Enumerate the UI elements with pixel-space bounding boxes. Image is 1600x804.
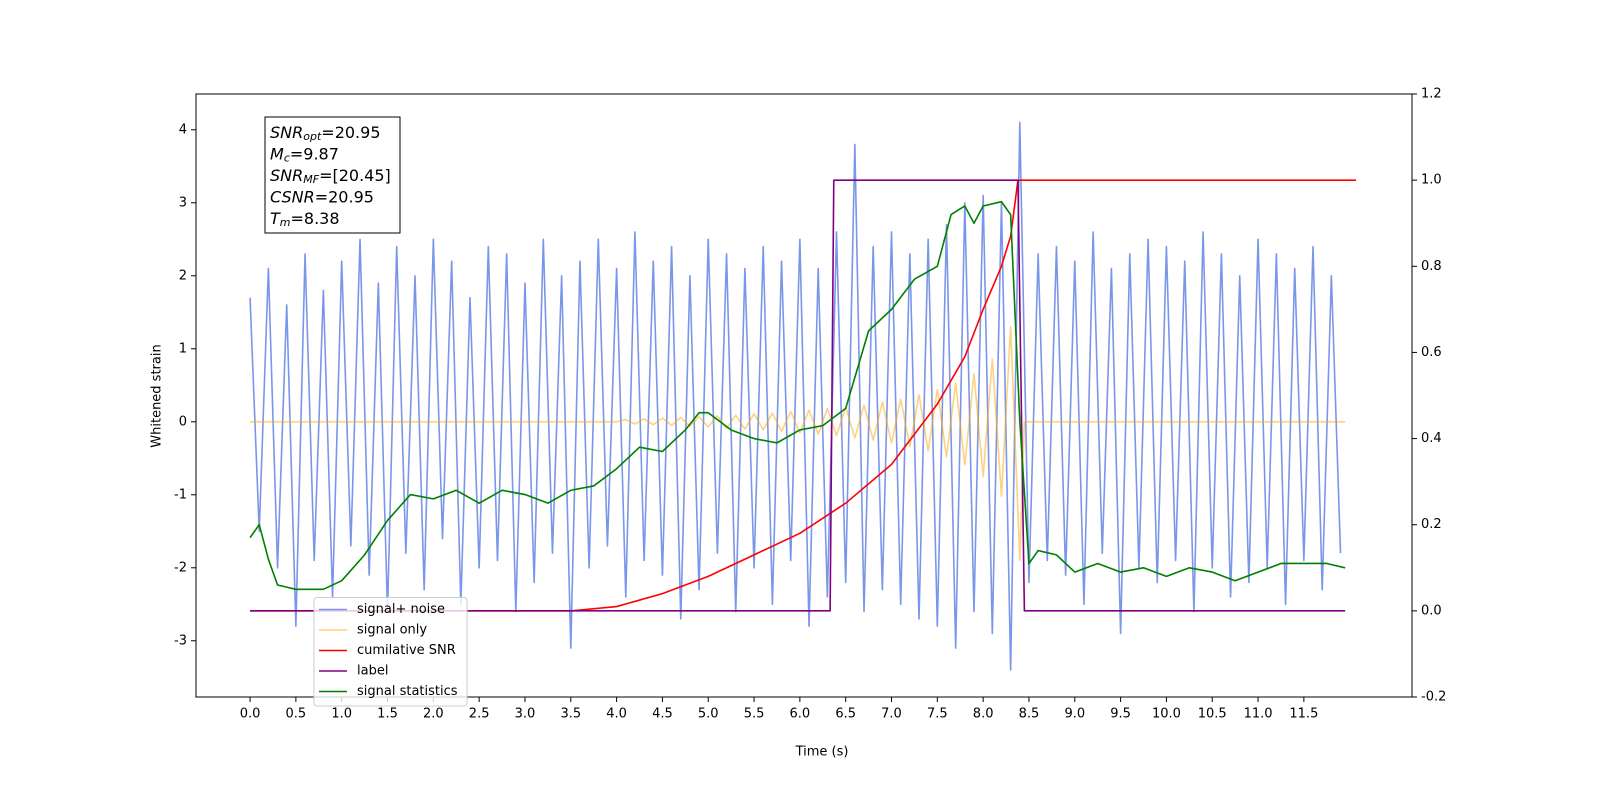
series-line	[250, 179, 1346, 612]
series-line	[250, 179, 1357, 612]
x-tick-label: 10.5	[1198, 707, 1227, 722]
legend-label: signal statistics	[357, 684, 458, 699]
annotation-line: SNRopt=20.95	[270, 123, 381, 144]
annotation-box: SNRopt=20.95Mc=9.87SNRMF=[20.45]CSNR=20.…	[264, 116, 401, 234]
annotation-subscript: opt	[303, 130, 322, 143]
y-tick-label: 3	[179, 195, 187, 210]
y-tick-label: 0	[179, 414, 187, 429]
x-tick-label: 11.0	[1244, 707, 1273, 722]
x-tick-label: 8.5	[1019, 707, 1040, 722]
x-tick-label: 4.0	[606, 707, 627, 722]
x-tick-label: 7.0	[881, 707, 902, 722]
annotation-value: =20.95	[321, 123, 380, 142]
x-tick-label: 1.0	[331, 707, 352, 722]
y-tick-label: -1	[174, 487, 187, 502]
annotation-symbol: M	[270, 144, 284, 163]
x-tick-label: 0.0	[240, 707, 261, 722]
annotation-line: Tm=8.38	[270, 209, 340, 230]
legend-label: cumilative SNR	[357, 643, 456, 658]
x-tick-label: 6.0	[790, 707, 811, 722]
annotation-line: CSNR=20.95	[270, 187, 374, 206]
x-tick-label: 2.0	[423, 707, 444, 722]
y-tick-label: 2	[179, 268, 187, 283]
x-tick-label: 9.5	[1110, 707, 1131, 722]
x-tick-label: 4.5	[652, 707, 673, 722]
y-tick-label: 4	[179, 122, 187, 137]
y-axis-label: Whitened strain	[150, 344, 165, 447]
series-line	[249, 200, 1346, 591]
annotation-line: SNRMF=[20.45]	[270, 166, 391, 187]
x-tick-label: 3.0	[515, 707, 536, 722]
annotation-line: Mc=9.87	[270, 144, 339, 165]
annotation-symbol: T	[270, 209, 281, 228]
y2-tick-label: 0.4	[1421, 431, 1442, 446]
annotation-symbol: CSNR	[270, 187, 315, 206]
y-tick-label: -3	[174, 633, 187, 648]
annotation-subscript: c	[284, 152, 290, 165]
axes-frame	[195, 93, 1413, 698]
series-line	[250, 326, 1346, 562]
y2-tick-label: -0.2	[1421, 690, 1446, 705]
legend: signal+ noise signal only cumilative SNR la…	[313, 597, 468, 707]
y2-tick-label: 0.8	[1421, 259, 1442, 274]
legend-frame	[313, 597, 468, 707]
x-tick-label: 11.5	[1289, 707, 1318, 722]
annotation-symbol: SNR	[270, 166, 303, 185]
x-tick-label: 1.5	[377, 707, 398, 722]
x-tick-label: 5.5	[744, 707, 765, 722]
annotation-value: =8.38	[291, 209, 340, 228]
x-tick-label: 7.5	[927, 707, 948, 722]
x-tick-label: 5.0	[698, 707, 719, 722]
y2-tick-label: 0.2	[1421, 517, 1442, 532]
x-tick-label: 9.0	[1064, 707, 1085, 722]
x-axis-label: Time (s)	[795, 745, 849, 760]
series-line	[249, 121, 1342, 671]
annotation-value: =[20.45]	[319, 166, 391, 185]
y2-tick-label: 1.0	[1421, 173, 1442, 188]
y2-tick-label: 0.6	[1421, 345, 1442, 360]
annotation-symbol: SNR	[270, 123, 303, 142]
legend-label: label	[357, 664, 388, 679]
annotation-value: =9.87	[290, 144, 339, 163]
legend-label: signal+ noise	[357, 602, 445, 617]
x-tick-label: 0.5	[286, 707, 307, 722]
x-tick-label: 6.5	[835, 707, 856, 722]
annotation-subscript: m	[280, 216, 291, 229]
y-tick-label: 1	[179, 341, 187, 356]
x-tick-label: 3.5	[560, 707, 581, 722]
legend-label: signal only	[357, 623, 427, 638]
y2-tick-label: 1.2	[1421, 87, 1442, 102]
x-tick-label: 2.5	[469, 707, 490, 722]
y2-tick-label: 0.0	[1421, 603, 1442, 618]
plot-area	[249, 121, 1357, 671]
annotation-subscript: MF	[303, 173, 319, 186]
annotation-frame	[264, 116, 401, 234]
x-tick-label: 10.0	[1152, 707, 1181, 722]
x-tick-label: 8.0	[973, 707, 994, 722]
annotation-value: =20.95	[315, 187, 374, 206]
y-tick-label: -2	[174, 560, 187, 575]
